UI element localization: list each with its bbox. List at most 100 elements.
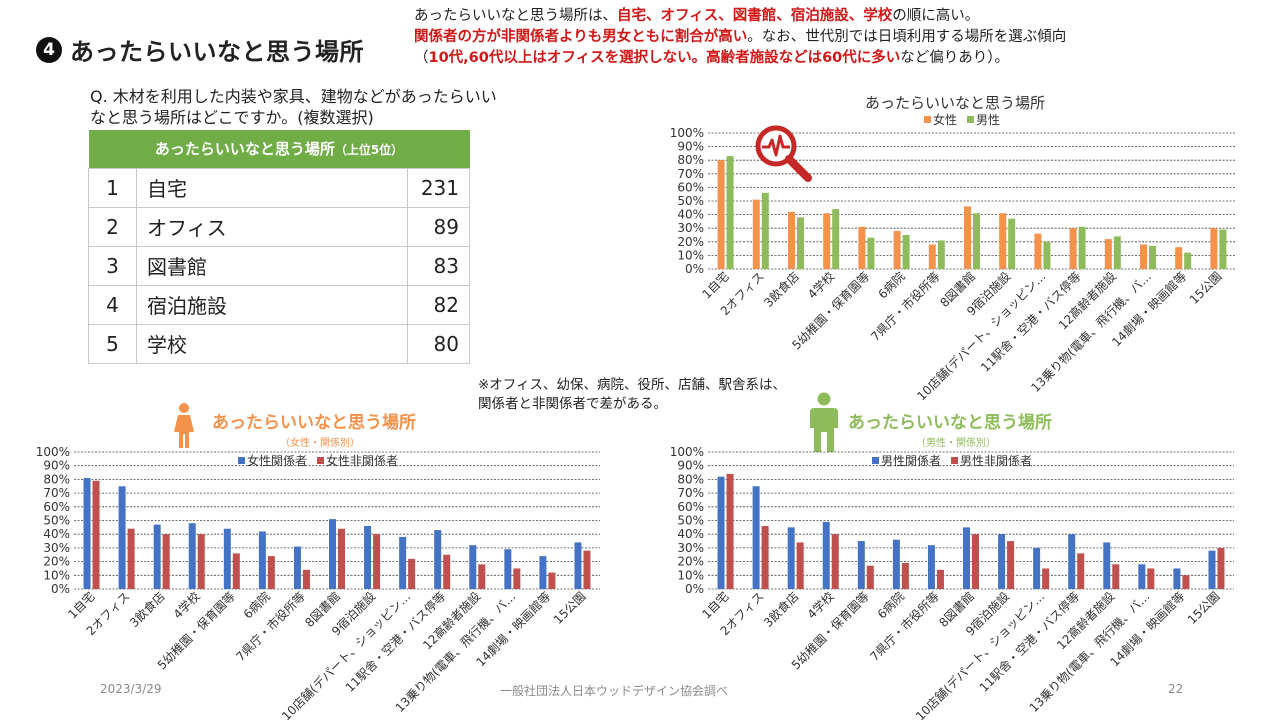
bar bbox=[1219, 229, 1227, 269]
bar bbox=[902, 235, 910, 269]
bar bbox=[928, 244, 936, 269]
y-tick-label: 40% bbox=[677, 208, 704, 222]
female-panel-subtitle: （女性・関係別） bbox=[280, 438, 360, 449]
x-tick-label: 15公園 bbox=[1187, 269, 1225, 307]
summary-line1-post: の順に高い。 bbox=[892, 8, 980, 24]
legend-swatch bbox=[238, 457, 245, 464]
bar bbox=[867, 237, 875, 269]
count-cell: 231 bbox=[407, 167, 470, 208]
bar bbox=[963, 527, 970, 589]
table-header-sub: （上位5位） bbox=[334, 143, 404, 158]
chart-overall-svg: あったらいいなと思う場所 0%10%20%30%40%50%60%70%80%90… bbox=[670, 94, 1236, 403]
bar bbox=[583, 550, 591, 589]
count-cell: 89 bbox=[407, 206, 470, 247]
bar bbox=[796, 542, 804, 589]
chart-male-relation: 0% 10% 20% 30% 40% 50% 60% 70% 80% 90% 100% 男性関係者 男性… bbox=[662, 445, 1242, 720]
bar bbox=[1103, 542, 1111, 589]
bar bbox=[127, 528, 135, 589]
bar bbox=[901, 562, 909, 589]
bar bbox=[1033, 547, 1041, 589]
y-tick-label: 50% bbox=[677, 514, 704, 528]
rank-cell: 4 bbox=[88, 284, 137, 325]
bar bbox=[1184, 252, 1192, 269]
bar bbox=[1208, 550, 1216, 589]
place-cell: 宿泊施設 bbox=[136, 284, 408, 325]
rank-cell: 5 bbox=[88, 323, 137, 364]
chart-female-relation: 0% 10% 20% 30% 40% 50% 60% 70% 80% 90% 100% 女性関係者 女性… bbox=[30, 445, 610, 720]
bar bbox=[726, 473, 734, 589]
table-row: 1 自宅 231 bbox=[88, 167, 470, 208]
bar bbox=[162, 534, 170, 589]
x-tick-label: 6病院 bbox=[240, 589, 273, 622]
table-row: 3 図書館 83 bbox=[88, 245, 470, 286]
summary-line2-post: 。なお、世代別では日頃利用する場所を選ぶ傾向 bbox=[747, 29, 1067, 45]
bar bbox=[1104, 239, 1112, 269]
bar bbox=[726, 156, 734, 269]
bar bbox=[329, 519, 336, 589]
bar bbox=[892, 539, 900, 589]
x-tick-label: 6病院 bbox=[874, 589, 907, 622]
legend-swatch bbox=[317, 457, 324, 464]
bar bbox=[752, 486, 760, 589]
bar bbox=[548, 572, 556, 589]
bar bbox=[1140, 244, 1147, 269]
x-tick-label: 4学校 bbox=[804, 269, 837, 302]
legend-label: 女性関係者 bbox=[247, 453, 307, 468]
legend-swatch bbox=[924, 116, 931, 123]
bar bbox=[1077, 553, 1085, 589]
bar bbox=[717, 476, 725, 589]
y-tick-label: 10% bbox=[677, 568, 704, 582]
count-cell: 83 bbox=[407, 245, 470, 286]
y-tick-label: 80% bbox=[43, 472, 70, 486]
slide-title: 4 あったらいいなと思う場所 bbox=[36, 32, 364, 67]
chart-title: あったらいいなと思う場所 bbox=[865, 94, 1045, 112]
bar bbox=[1182, 575, 1190, 589]
y-tick-label: 70% bbox=[677, 167, 704, 181]
x-tick-label: 15公園 bbox=[551, 589, 589, 627]
y-tick-label: 30% bbox=[43, 541, 70, 555]
summary-text: あったらいいなと思う場所は、自宅、オフィス、図書館、宿泊施設、学校の順に高い。 … bbox=[414, 6, 1274, 69]
chart-male-relation-svg: 0%10%20%30%40%50%60%70%80%90%100% 男性関係者 男性… bbox=[670, 445, 1234, 720]
place-cell: オフィス bbox=[136, 206, 408, 247]
y-tick-label: 0% bbox=[685, 262, 704, 276]
table-header-main: あったらいいなと思う場所 bbox=[154, 140, 335, 159]
bar bbox=[1008, 218, 1016, 269]
bar bbox=[539, 556, 547, 589]
y-tick-label: 20% bbox=[677, 235, 704, 249]
y-tick-label: 80% bbox=[677, 472, 704, 486]
bar bbox=[302, 569, 310, 589]
y-tick-label: 20% bbox=[677, 555, 704, 569]
bar bbox=[443, 554, 451, 589]
bar bbox=[83, 478, 91, 589]
bar bbox=[399, 536, 407, 589]
y-tick-label: 50% bbox=[43, 514, 70, 528]
legend-label: 女性 bbox=[933, 112, 957, 127]
y-tick-label: 70% bbox=[677, 486, 704, 500]
bar bbox=[434, 530, 442, 589]
bar bbox=[999, 213, 1007, 269]
bar bbox=[504, 549, 512, 589]
y-tick-label: 60% bbox=[677, 180, 704, 194]
bar bbox=[232, 553, 240, 589]
ranking-table: あったらいいなと思う場所（上位5位） 1 自宅 231 2 オフィス 89 3 図書館 83… bbox=[88, 130, 470, 364]
bar bbox=[513, 568, 521, 589]
bar bbox=[469, 545, 477, 589]
bar bbox=[972, 534, 979, 589]
bar bbox=[823, 213, 831, 269]
bar bbox=[964, 206, 971, 269]
summary-line2-red: 関係者の方が非関係者よりも男女ともに割合が高い bbox=[414, 29, 748, 45]
table-row: 4 宿泊施設 82 bbox=[88, 284, 470, 325]
y-tick-label: 30% bbox=[677, 541, 704, 555]
bar bbox=[717, 160, 725, 269]
bar bbox=[761, 192, 769, 269]
bar bbox=[373, 534, 381, 589]
y-tick-label: 10% bbox=[677, 248, 704, 262]
y-tick-label: 90% bbox=[677, 459, 704, 473]
bar bbox=[1149, 245, 1156, 269]
bar bbox=[1078, 226, 1086, 269]
bar bbox=[1217, 547, 1225, 589]
y-tick-label: 50% bbox=[677, 194, 704, 208]
bar bbox=[858, 226, 866, 269]
rank-cell: 2 bbox=[88, 206, 137, 247]
bar bbox=[1113, 236, 1121, 269]
